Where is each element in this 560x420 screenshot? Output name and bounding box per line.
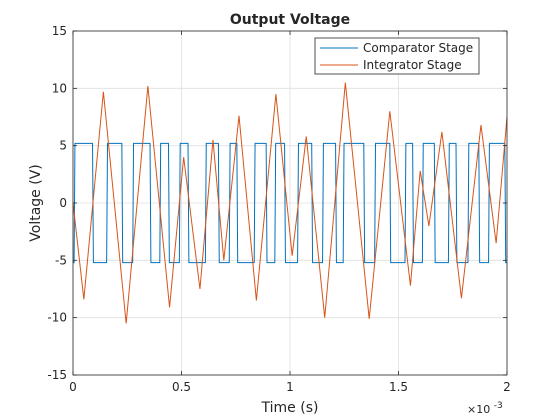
x-tick-label: 0: [69, 380, 77, 394]
series-line-integrator-stage: [72, 82, 508, 324]
axis-ticks: 0 0.5 1 1.5 2 -15 -10 -5 0 5 10 15: [47, 24, 510, 394]
x-tick-label: 2: [503, 380, 511, 394]
y-tick-label: 0: [59, 196, 67, 210]
y-tick-label: 15: [52, 24, 67, 38]
legend-label-comparator: Comparator Stage: [363, 41, 473, 55]
y-tick-label: 5: [59, 139, 67, 153]
x-tick-label: 1: [286, 380, 294, 394]
y-tick-label: -5: [55, 253, 67, 267]
y-tick-label: -10: [47, 311, 67, 325]
chart-title: Output Voltage: [230, 12, 350, 28]
legend-box: [314, 37, 480, 75]
x-axis-multiplier-base: ×10: [467, 403, 490, 416]
series-line-comparator-stage: [73, 142, 507, 264]
x-axis-multiplier: ×10 -3: [467, 401, 503, 416]
legend: Comparator Stage Integrator Stage: [314, 37, 480, 75]
series-layer: [72, 82, 508, 324]
x-tick-label: 1.5: [389, 380, 408, 394]
y-tick-label: -15: [47, 368, 67, 382]
x-axis-label: Time (s): [261, 400, 319, 416]
x-axis-multiplier-exponent: -3: [494, 401, 503, 411]
y-axis-label: Voltage (V): [28, 164, 44, 241]
y-tick-label: 10: [52, 81, 67, 95]
legend-label-integrator: Integrator Stage: [363, 58, 462, 72]
x-tick-label: 0.5: [172, 380, 191, 394]
